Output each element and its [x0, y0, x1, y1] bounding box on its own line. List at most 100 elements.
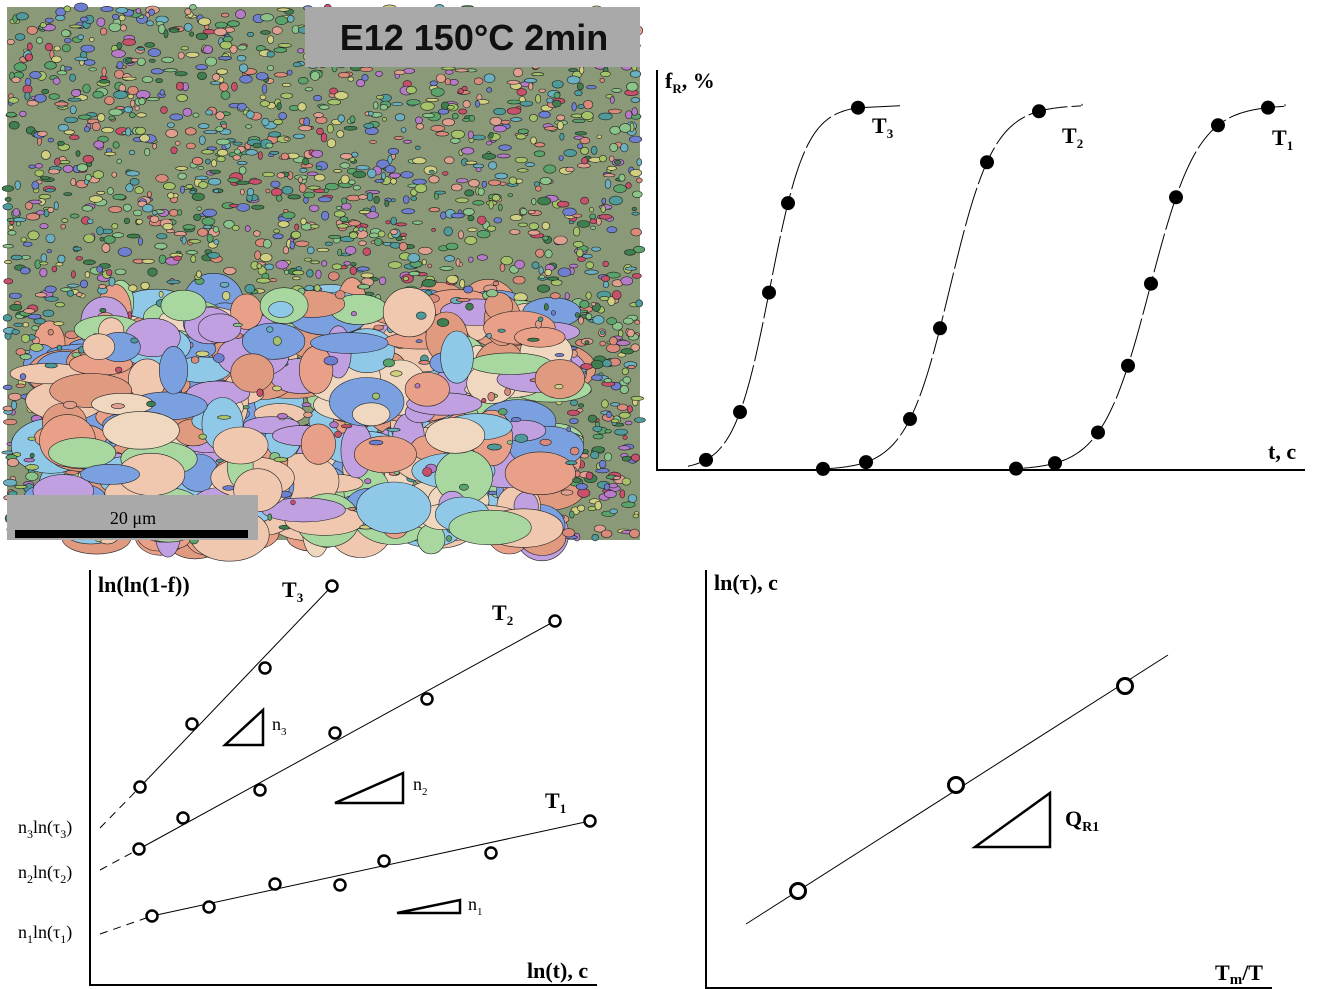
grain: [436, 132, 449, 136]
grain: [129, 285, 138, 292]
grain: [291, 231, 301, 238]
grain: [364, 123, 374, 128]
grain: [634, 418, 645, 423]
grain: [436, 74, 445, 83]
grain: [535, 360, 585, 399]
grain: [599, 155, 606, 162]
grain: [6, 112, 16, 117]
grain: [407, 100, 421, 106]
grain: [324, 356, 338, 365]
grain: [137, 113, 147, 117]
grain: [54, 322, 64, 326]
grain: [495, 173, 508, 179]
grain: [136, 219, 142, 224]
grain: [7, 39, 14, 44]
extrapolation: [100, 916, 152, 934]
point: [1118, 679, 1133, 694]
grain: [515, 260, 525, 269]
grain: [487, 226, 496, 231]
grain: [314, 174, 325, 181]
grain: [153, 211, 158, 215]
grain: [510, 118, 522, 122]
grain: [83, 84, 91, 93]
grain: [391, 217, 397, 225]
grain: [627, 406, 632, 413]
grain: [186, 251, 198, 255]
grain: [20, 111, 27, 117]
grain: [403, 140, 411, 143]
grain: [590, 226, 595, 229]
grain: [440, 266, 453, 270]
grain: [444, 227, 453, 236]
grain: [52, 56, 62, 63]
grain: [374, 238, 382, 245]
grain: [338, 115, 345, 122]
grain: [109, 23, 121, 32]
grain: [97, 191, 105, 194]
grain: [610, 96, 614, 103]
grain: [360, 67, 373, 72]
grain: [465, 190, 474, 196]
point: [147, 911, 158, 922]
grain: [240, 75, 253, 83]
grain: [282, 83, 291, 86]
grain: [357, 267, 370, 271]
grain: [516, 134, 526, 139]
scale-label: 20 μm: [110, 508, 156, 528]
grain: [304, 258, 312, 261]
slope-label: n1: [468, 894, 483, 918]
point: [980, 155, 994, 169]
grain: [620, 386, 628, 394]
grain: [70, 106, 76, 114]
grain: [386, 221, 391, 224]
grain: [335, 431, 342, 438]
grain: [532, 198, 536, 205]
grain: [347, 195, 360, 201]
grain: [358, 284, 370, 289]
grain: [260, 31, 270, 35]
grain: [234, 149, 240, 154]
grain: [15, 485, 28, 488]
grain: [359, 210, 370, 213]
grain: [8, 230, 16, 235]
grain: [48, 169, 59, 174]
fit-line: [140, 586, 332, 787]
grain: [351, 263, 357, 267]
grain: [189, 240, 201, 244]
grain: [429, 170, 434, 173]
point: [187, 719, 198, 730]
grain: [107, 188, 113, 195]
grain: [530, 114, 538, 121]
point: [204, 902, 215, 913]
x-axis-label: ln(t), c: [527, 958, 588, 983]
grain: [316, 270, 321, 279]
point: [255, 785, 266, 796]
grain: [419, 361, 430, 365]
grain: [532, 262, 539, 269]
curve-label: T1: [1272, 125, 1293, 153]
grain: [295, 241, 309, 247]
grain: [71, 89, 80, 96]
grain: [117, 62, 123, 69]
grain: [498, 204, 502, 211]
y-axis-label: fR, %: [665, 68, 715, 96]
grain: [499, 145, 512, 151]
grain: [293, 134, 305, 139]
grain: [149, 59, 155, 62]
grain: [296, 267, 301, 271]
grain: [155, 243, 167, 249]
grain: [257, 389, 263, 397]
grain: [35, 94, 47, 102]
grain: [126, 128, 131, 136]
grain: [628, 365, 635, 368]
grain: [257, 264, 262, 269]
curve-label: T3: [872, 113, 894, 141]
grain: [354, 436, 416, 473]
grain: [338, 249, 342, 256]
grain: [83, 260, 95, 265]
grain: [385, 200, 389, 206]
grain: [415, 117, 422, 124]
grain: [572, 102, 577, 111]
grain: [267, 51, 275, 57]
grain: [625, 421, 632, 425]
